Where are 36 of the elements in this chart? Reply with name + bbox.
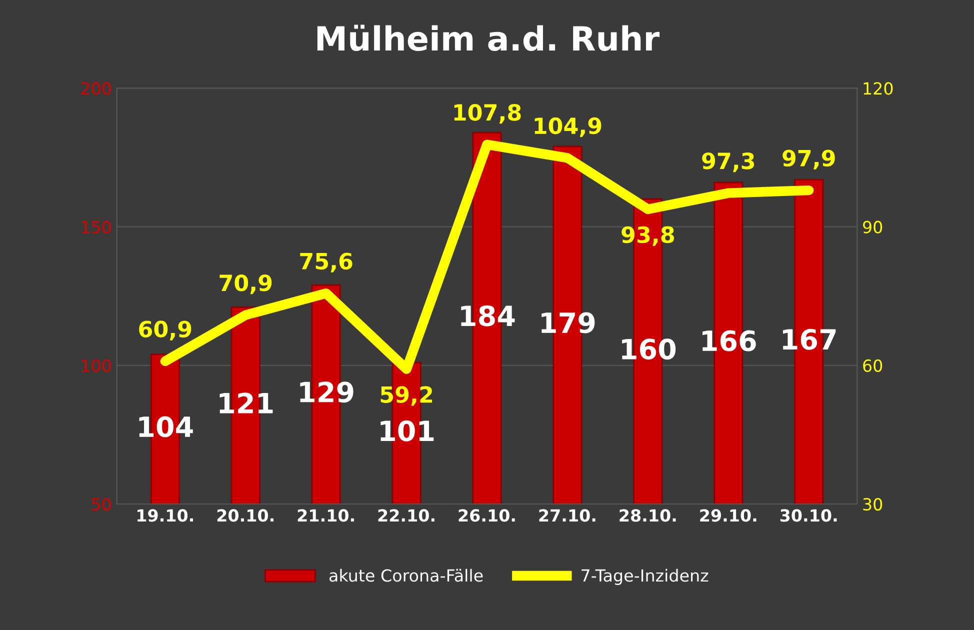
y2-tick-label: 90: [863, 220, 882, 234]
data-label: 107,8: [454, 104, 521, 124]
legend-label: akute Corona-Fälle: [329, 568, 483, 582]
y2-tick-label: 60: [863, 359, 882, 372]
data-label: 179: [542, 312, 595, 334]
data-label: 121: [220, 392, 273, 414]
data-label: 104,9: [534, 117, 602, 138]
x-tick-label: 20.10.: [217, 509, 274, 522]
data-label: 70,9: [220, 274, 272, 294]
data-label: 160: [622, 338, 676, 360]
y2-tick-label: 120: [864, 82, 893, 95]
chart-title: Mülheim a.d. Ruhr: [317, 24, 660, 51]
x-tick-label: 28.10.: [620, 509, 676, 522]
y-tick-label: 50: [92, 498, 111, 511]
data-label: 166: [702, 330, 756, 352]
x-tick-label: 30.10.: [780, 509, 837, 522]
x-tick-label: 19.10.: [138, 509, 193, 522]
data-label: 60,9: [139, 320, 192, 340]
data-label: 97,9: [782, 150, 835, 170]
y-tick-label: 150: [82, 220, 111, 234]
data-label: 167: [782, 328, 836, 350]
x-tick-label: 21.10.: [298, 509, 354, 522]
data-label: 129: [300, 382, 354, 403]
x-tick-label: 29.10.: [700, 509, 756, 522]
x-tick-label: 27.10.: [539, 509, 596, 522]
legend-label: 7-Tage-Inzidenz: [582, 568, 708, 586]
data-label: 75,6: [300, 252, 352, 272]
x-tick-label: 22.10.: [378, 509, 434, 522]
y2-tick-label: 30: [863, 498, 882, 511]
y-tick-label: 200: [81, 82, 111, 95]
data-label: 184: [461, 305, 515, 326]
y-tick-label: 100: [82, 359, 111, 372]
data-label: 97,3: [702, 152, 754, 172]
data-label: 101: [380, 420, 434, 442]
data-label: 104: [139, 416, 193, 438]
x-tick-label: 26.10.: [458, 509, 515, 522]
